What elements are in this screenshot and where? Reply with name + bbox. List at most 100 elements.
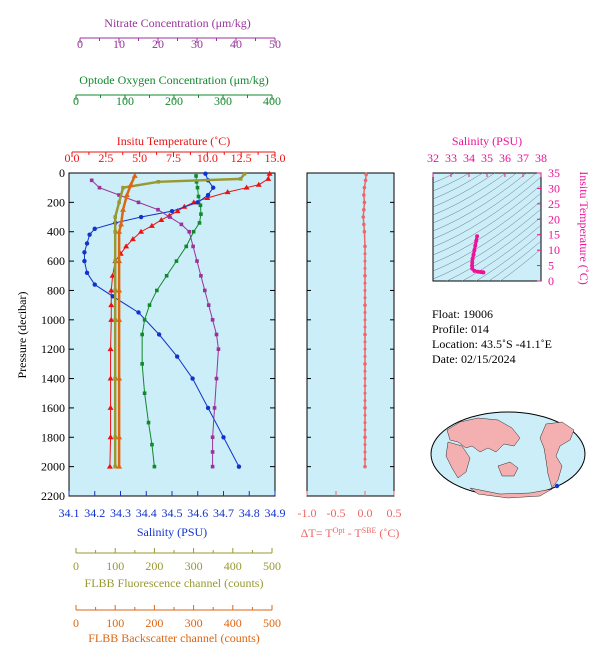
oxygen-tick-label: 400 <box>263 94 281 108</box>
nitrate-point <box>203 288 207 293</box>
temperature-point <box>204 194 211 200</box>
land-eurasia <box>446 417 521 453</box>
delta-tick-label: 0.5 <box>387 506 402 520</box>
delta-point <box>363 384 367 388</box>
pressure-axis-label: Pressure (decibar) <box>15 292 29 379</box>
delta-point <box>363 391 367 395</box>
nitrate-point <box>179 222 184 227</box>
delta-tick-label: 0.0 <box>358 506 373 520</box>
salinity-point <box>87 232 92 237</box>
nitrate-point <box>210 435 215 440</box>
backscatter-point <box>116 375 123 381</box>
salinity-tick-label: 34.1 <box>59 506 80 520</box>
location: Location: 43.5˚S -41.1˚E <box>432 337 552 351</box>
delta-point <box>363 310 367 314</box>
salinity-point <box>236 464 242 469</box>
delta-point <box>362 193 366 197</box>
temperature-point <box>265 175 272 181</box>
delta-point <box>362 229 367 234</box>
fluorescence-point <box>113 215 117 219</box>
delta-point <box>363 377 367 381</box>
nitrate-point <box>195 259 199 263</box>
backscatter-tick-label: 200 <box>145 616 163 630</box>
float-info-block: Float: 19006 Profile: 014 Location: 43.5… <box>432 307 552 366</box>
oxygen-point <box>199 212 203 216</box>
delta-label-part: - T <box>345 526 363 540</box>
temperature-tick-label: 5.0 <box>132 151 147 165</box>
oxygen-tick-label: 300 <box>214 94 232 108</box>
delta-point <box>363 443 367 447</box>
fluorescence-point <box>242 171 247 176</box>
temperature-point <box>108 287 115 293</box>
backscatter-point <box>116 228 123 234</box>
delta-point <box>363 465 367 469</box>
delta-axis-label: ΔT= TOpt - TSBE (˚C) <box>301 526 400 540</box>
backscatter-tick-label: 300 <box>185 616 203 630</box>
land-australia <box>497 461 519 477</box>
oxygen-point <box>142 391 147 396</box>
salinity-tick-label: 34.2 <box>84 506 105 520</box>
oxygen-point <box>142 318 147 322</box>
fluorescence-point <box>113 229 117 234</box>
ts-salinity-tick-label: 36 <box>499 151 511 165</box>
oxygen-point <box>150 442 154 447</box>
salinity-point <box>138 214 144 220</box>
nitrate-point <box>97 185 102 190</box>
land-africa <box>445 441 471 479</box>
ts-density-contour <box>433 208 541 280</box>
fluorescence-point <box>113 318 117 322</box>
ts-density-contour <box>433 173 537 240</box>
nitrate-point <box>136 200 141 205</box>
ts-density-contour <box>475 232 541 281</box>
salinity-tick-label: 34.3 <box>110 506 131 520</box>
ts-temperature-tick-label: 15 <box>548 228 560 242</box>
world-map <box>430 411 586 499</box>
float-id: Float: 19006 <box>432 307 493 321</box>
ts-density-contour <box>433 173 470 192</box>
salinity-point <box>92 226 97 231</box>
nitrate-point <box>210 464 215 469</box>
backscatter-point <box>116 434 123 440</box>
nitrate-tick-label: 20 <box>152 37 164 51</box>
backscatter-point <box>127 181 134 187</box>
temperature-point <box>129 236 136 242</box>
oxygen-point <box>146 420 151 425</box>
salinity-point <box>205 405 211 411</box>
salinity-tick-label: 34.4 <box>136 506 157 520</box>
nitrate-point <box>89 178 94 183</box>
delta-point <box>363 457 367 461</box>
delta-label-part: SBE <box>362 526 377 535</box>
temperature-point <box>108 302 115 308</box>
oxygen-tick-label: 100 <box>116 94 134 108</box>
pressure-tick-label: 1800 <box>41 430 65 444</box>
temperature-point <box>123 243 130 249</box>
ts-plot-area <box>432 172 542 282</box>
land-antarctica <box>469 487 553 499</box>
land-americas <box>539 421 575 489</box>
oxygen-point <box>184 244 189 249</box>
delta-point <box>363 296 367 300</box>
ts-density-contour <box>433 173 496 208</box>
ts-point <box>470 260 475 265</box>
fluorescence-point <box>113 376 117 381</box>
nitrate-point <box>117 193 121 197</box>
salinity-point <box>190 376 195 381</box>
temperature-tick-label: 12.5 <box>231 151 252 165</box>
salinity-point <box>211 185 216 190</box>
oxygen-point <box>140 362 144 366</box>
backscatter-point <box>116 316 123 322</box>
salinity-point <box>82 250 87 255</box>
oxygen-point <box>196 194 201 199</box>
oxygen-point <box>155 288 159 293</box>
delta-point <box>363 303 367 307</box>
backscatter-point <box>116 287 123 293</box>
temperature-tick-label: 10.0 <box>197 151 218 165</box>
fluorescence-point <box>113 435 117 440</box>
ts-density-contours <box>433 173 541 281</box>
nitrate-tick-label: 0 <box>77 37 83 51</box>
fluorescence-axis-label: FLBB Fluorescence channel (counts) <box>85 576 264 590</box>
ts-salinity-tick-label: 34 <box>463 151 475 165</box>
pressure-tick-label: 1200 <box>41 342 65 356</box>
main-plot-area <box>68 172 276 497</box>
